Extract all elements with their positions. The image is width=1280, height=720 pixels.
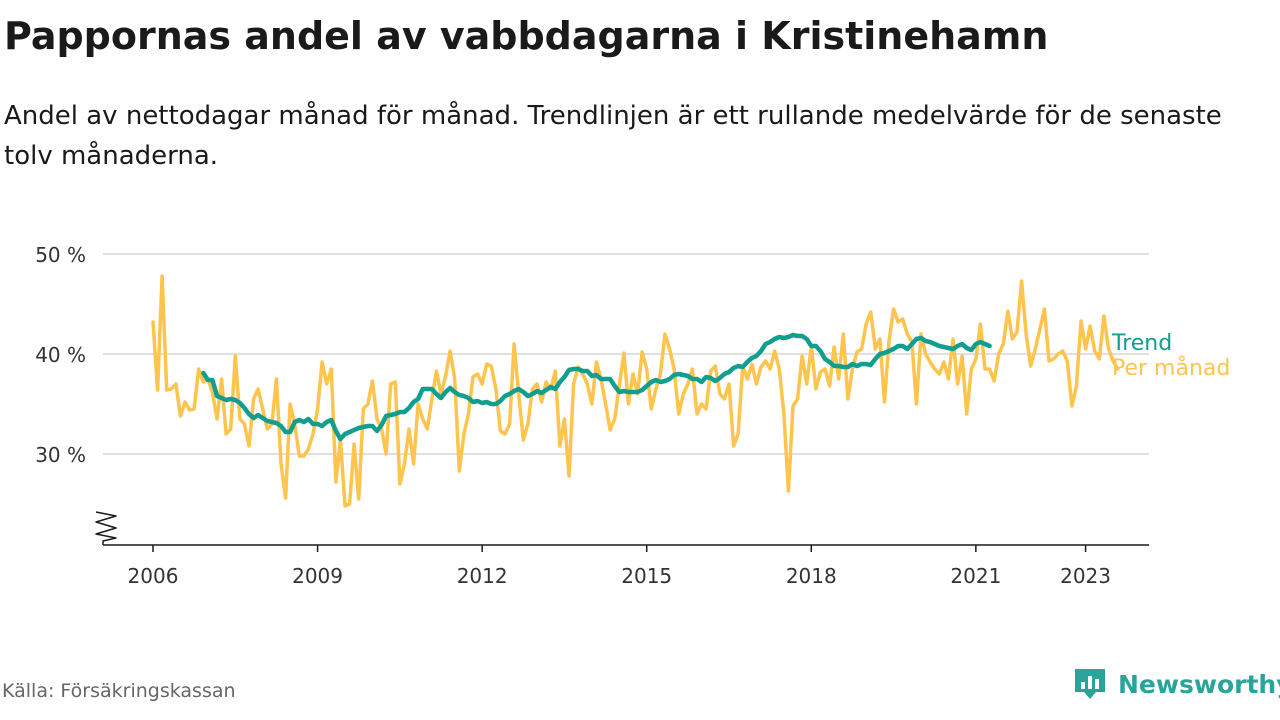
brand-name: Newsworthy <box>1118 669 1280 699</box>
y-axis-ticks: 30 % 40 % 50 % <box>35 243 86 467</box>
y-tick-label: 50 % <box>35 243 86 267</box>
x-tick-label: 2023 <box>1060 564 1111 588</box>
brand-logo: Newsworthy <box>1072 666 1280 702</box>
axis-break-icon <box>95 511 117 545</box>
legend-label: Per månad <box>1112 355 1230 381</box>
x-tick-label: 2018 <box>786 564 837 588</box>
newsworthy-logo-icon <box>1075 669 1105 699</box>
trend-series-line <box>201 332 992 442</box>
gridlines <box>103 253 1149 455</box>
x-tick-label: 2009 <box>292 564 343 588</box>
x-axis <box>95 511 1149 546</box>
x-tick-label: 2015 <box>621 564 672 588</box>
chart-subtitle: Andel av nettodagar månad för månad. Tre… <box>4 101 1222 171</box>
x-axis-ticks: 2006 2009 2012 2015 2018 2021 2023 <box>128 545 1111 588</box>
chart-title: Pappornas andel av vabbdagarna i Kristin… <box>4 14 1049 58</box>
y-tick-label: 30 % <box>35 443 86 467</box>
x-tick-label: 2021 <box>950 564 1001 588</box>
y-tick-label: 40 % <box>35 343 86 367</box>
legend-label: Trend <box>1111 331 1172 356</box>
monthly-series-line <box>151 274 1120 508</box>
line-chart: 30 % 40 % 50 % 2006 2009 2012 2015 2018 2021 202… <box>35 243 1230 588</box>
x-tick-label: 2006 <box>128 564 179 588</box>
series-lines <box>151 274 1120 508</box>
source-note: Källa: Försäkringskassan <box>2 680 236 702</box>
x-tick-label: 2012 <box>457 564 508 588</box>
